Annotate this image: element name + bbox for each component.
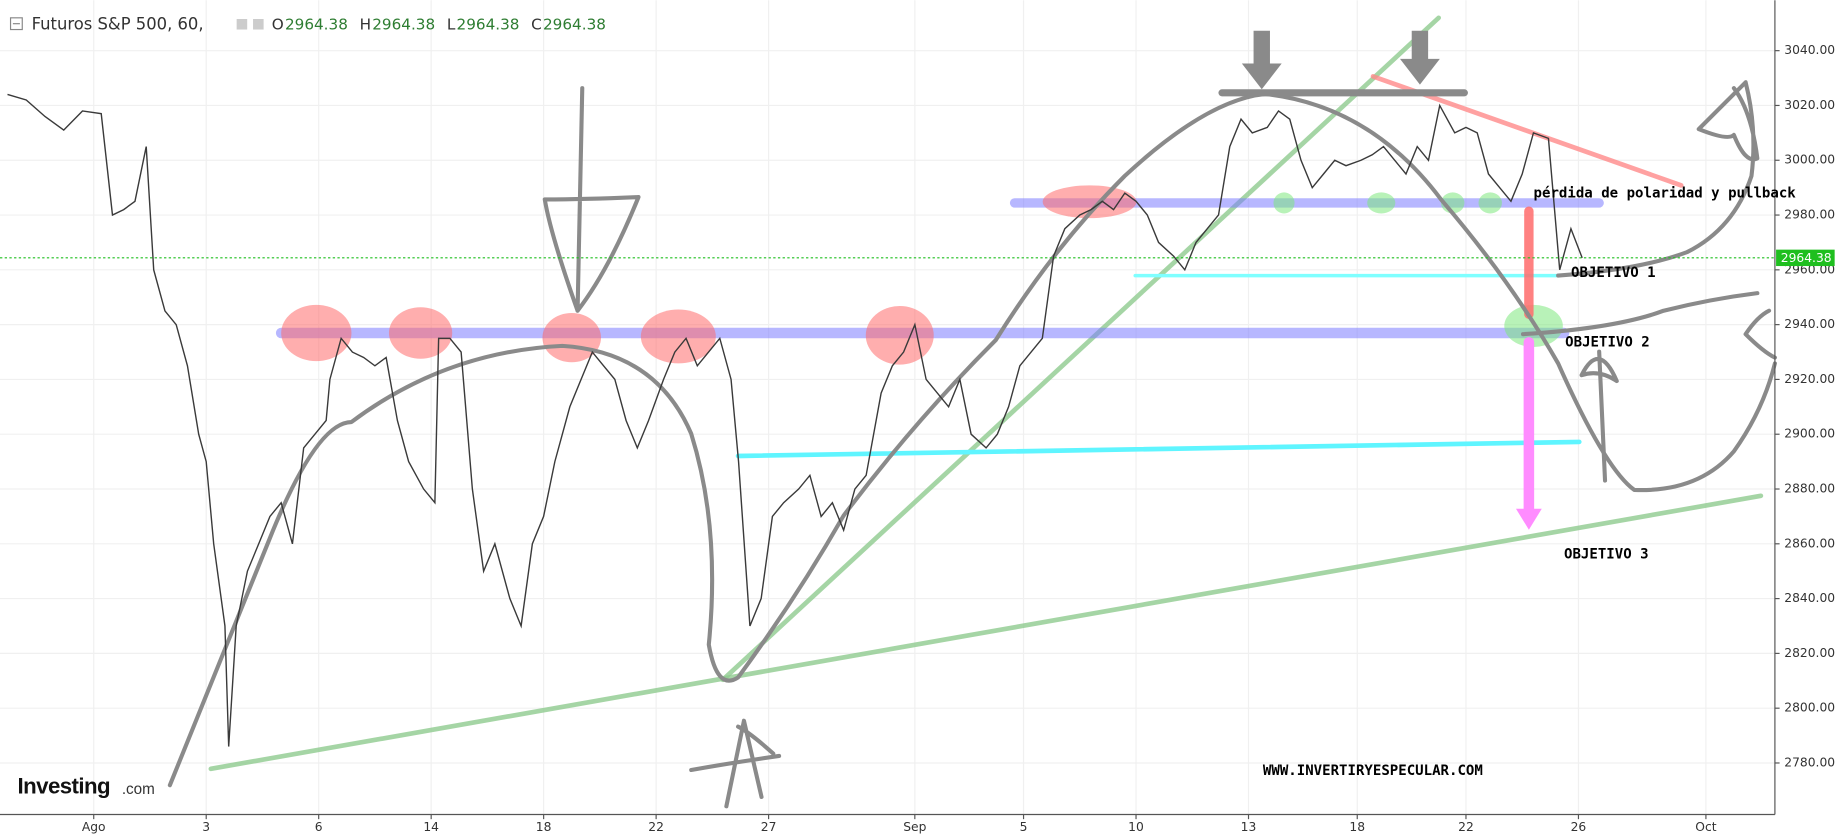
grid	[0, 0, 1775, 815]
x-tick-label: 5	[1020, 820, 1028, 834]
logo: Investing	[18, 773, 110, 798]
trend-line	[208, 493, 1764, 772]
x-tick-label: 13	[1241, 820, 1257, 834]
y-tick-label: 2840.00	[1784, 591, 1835, 605]
x-tick-label: 27	[761, 820, 777, 834]
x-tick-label: Oct	[1695, 820, 1716, 834]
highlight	[865, 306, 934, 365]
x-tick-label: Ago	[82, 820, 106, 834]
highlight	[1273, 192, 1295, 214]
y-tick-label: 3040.00	[1784, 43, 1835, 57]
freehand	[1520, 291, 1777, 360]
annotation: OBJETIVO 2	[1565, 334, 1650, 350]
freehand	[1579, 349, 1619, 483]
highlight	[640, 309, 716, 364]
price-line	[7, 93, 1583, 747]
settings-icon[interactable]	[253, 18, 264, 30]
ohlc-label: L	[447, 15, 456, 33]
y-tick-label: 2860.00	[1784, 536, 1835, 550]
logo: .com	[122, 781, 155, 798]
target-line	[735, 439, 1582, 459]
trend-line	[720, 15, 1442, 683]
y-tick-label: 2820.00	[1784, 646, 1835, 660]
x-tick-label: 18	[536, 820, 552, 834]
arrow	[1241, 30, 1282, 90]
freehand	[167, 91, 1777, 788]
ohlc-value: 2964.38	[457, 15, 520, 33]
ohlc-value: 2964.38	[543, 15, 606, 33]
highlight	[281, 304, 352, 362]
x-tick-label: 3	[202, 820, 210, 834]
ohlc-value: 2964.38	[285, 15, 348, 33]
y-tick-label: 2920.00	[1784, 372, 1835, 386]
freehand	[689, 718, 782, 809]
x-tick-label: 10	[1128, 820, 1144, 834]
annotation: pérdida de polaridad y pullback	[1534, 186, 1797, 202]
x-tick-label: 6	[315, 820, 323, 834]
highlight	[1367, 192, 1396, 214]
ohlc-label: O	[272, 15, 284, 33]
y-tick-label: 2800.00	[1784, 701, 1835, 715]
y-tick-label: 2880.00	[1784, 482, 1835, 496]
x-tick-label: 22	[648, 820, 664, 834]
last-price-box	[1776, 249, 1835, 267]
watermark: WWW.INVERTIRYESPECULAR.COM	[1263, 763, 1483, 779]
highlight	[542, 313, 602, 363]
freehand	[542, 86, 641, 313]
y-tick-label: 3020.00	[1784, 98, 1835, 112]
visibility-icon[interactable]	[236, 18, 248, 30]
x-tick-label: 22	[1458, 820, 1474, 834]
highlight	[388, 307, 453, 359]
arrow	[1400, 30, 1440, 85]
ohlc-value: 2964.38	[372, 15, 435, 33]
y-tick-label: 2980.00	[1784, 208, 1835, 222]
collapse-icon[interactable]	[9, 17, 23, 31]
x-tick-label: 14	[423, 820, 439, 834]
last-price-label: 2964.38	[1781, 251, 1832, 265]
annotation: OBJETIVO 3	[1564, 546, 1649, 562]
ohlc: O 2964.38 H 2964.38 L 2964.38 C 2964.38	[272, 15, 606, 33]
x-tick-label: 18	[1349, 820, 1365, 834]
freehand	[1556, 80, 1760, 278]
x-tick-label: Sep	[903, 820, 926, 834]
ohlc-label: H	[360, 15, 371, 33]
y-tick-label: 3000.00	[1784, 153, 1835, 167]
highlight	[1478, 192, 1502, 214]
annotation: OBJETIVO 1	[1571, 265, 1656, 281]
plot	[0, 93, 1775, 747]
chart-title: Futuros S&P 500, 60,	[32, 14, 204, 33]
y-tick-label: 2940.00	[1784, 317, 1835, 331]
arrow-head	[1515, 508, 1542, 530]
y-tick-label: 2780.00	[1784, 755, 1835, 769]
ohlc-label: C	[531, 15, 542, 33]
y-tick-label: 2900.00	[1784, 427, 1835, 441]
x-tick-label: 26	[1571, 820, 1587, 834]
